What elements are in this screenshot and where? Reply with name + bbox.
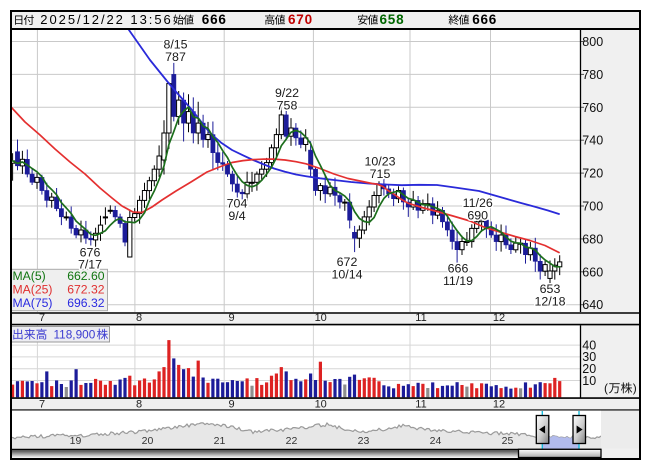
svg-text:800: 800 xyxy=(582,35,603,49)
svg-text:MA(25): MA(25) xyxy=(13,283,53,297)
svg-text:670: 670 xyxy=(288,12,313,27)
svg-text:10/23: 10/23 xyxy=(364,155,395,169)
svg-text:660: 660 xyxy=(582,265,603,279)
svg-text:672: 672 xyxy=(337,255,358,269)
svg-text:9: 9 xyxy=(228,398,234,410)
svg-text:10/14: 10/14 xyxy=(331,268,362,282)
svg-text:666: 666 xyxy=(472,12,497,27)
svg-text:12/18: 12/18 xyxy=(534,295,565,309)
svg-text:9: 9 xyxy=(228,312,234,324)
svg-text:MA(5): MA(5) xyxy=(13,269,46,283)
svg-text:9/4: 9/4 xyxy=(228,209,245,223)
svg-text:658: 658 xyxy=(380,12,405,27)
svg-text:10: 10 xyxy=(315,312,327,324)
svg-text:24: 24 xyxy=(430,435,442,447)
svg-text:7: 7 xyxy=(39,398,45,410)
svg-text:696.32: 696.32 xyxy=(67,296,104,310)
svg-text:7: 7 xyxy=(39,312,45,324)
svg-text:690: 690 xyxy=(467,209,488,223)
svg-text:2025/12/22 13:56: 2025/12/22 13:56 xyxy=(40,12,172,27)
svg-text:9/22: 9/22 xyxy=(275,86,299,100)
svg-text:8: 8 xyxy=(136,398,142,410)
svg-text:11/26: 11/26 xyxy=(463,196,493,210)
svg-text:19: 19 xyxy=(70,435,82,447)
svg-text:MA(75): MA(75) xyxy=(13,296,53,310)
svg-text:7/17: 7/17 xyxy=(78,258,102,272)
svg-text:740: 740 xyxy=(582,134,603,148)
svg-text:787: 787 xyxy=(165,50,186,64)
svg-text:20: 20 xyxy=(142,435,154,447)
svg-text:760: 760 xyxy=(582,101,603,115)
svg-text:21: 21 xyxy=(214,435,226,447)
svg-text:640: 640 xyxy=(582,298,603,312)
svg-text:676: 676 xyxy=(80,246,101,260)
svg-text:758: 758 xyxy=(277,99,298,113)
svg-text:715: 715 xyxy=(370,167,391,181)
svg-text:672.32: 672.32 xyxy=(67,283,104,297)
svg-text:118,900: 118,900 xyxy=(54,328,96,342)
svg-text:11/19: 11/19 xyxy=(443,274,473,288)
svg-text:666: 666 xyxy=(202,12,227,27)
svg-text:10: 10 xyxy=(582,374,596,388)
svg-text:): ) xyxy=(633,381,637,395)
svg-text:653: 653 xyxy=(540,282,561,296)
svg-text:720: 720 xyxy=(582,167,603,181)
svg-text:12: 12 xyxy=(493,398,505,410)
svg-text:680: 680 xyxy=(582,232,603,246)
svg-text:11: 11 xyxy=(415,312,426,324)
svg-text:11: 11 xyxy=(415,398,426,410)
svg-text:666: 666 xyxy=(448,262,469,276)
svg-text:20: 20 xyxy=(582,362,596,376)
svg-text:12: 12 xyxy=(493,312,505,324)
svg-text:662.60: 662.60 xyxy=(67,269,104,283)
svg-text:8/15: 8/15 xyxy=(163,38,187,52)
svg-text:700: 700 xyxy=(582,200,603,214)
svg-text:22: 22 xyxy=(286,435,298,447)
svg-text:704: 704 xyxy=(227,197,248,211)
svg-text:780: 780 xyxy=(582,68,603,82)
svg-text:25: 25 xyxy=(502,435,514,447)
svg-text:23: 23 xyxy=(358,435,370,447)
svg-text:40: 40 xyxy=(582,338,596,352)
svg-text:(: ( xyxy=(604,381,608,395)
svg-text:8: 8 xyxy=(136,312,142,324)
svg-text:30: 30 xyxy=(582,350,596,364)
svg-text:10: 10 xyxy=(315,398,327,410)
